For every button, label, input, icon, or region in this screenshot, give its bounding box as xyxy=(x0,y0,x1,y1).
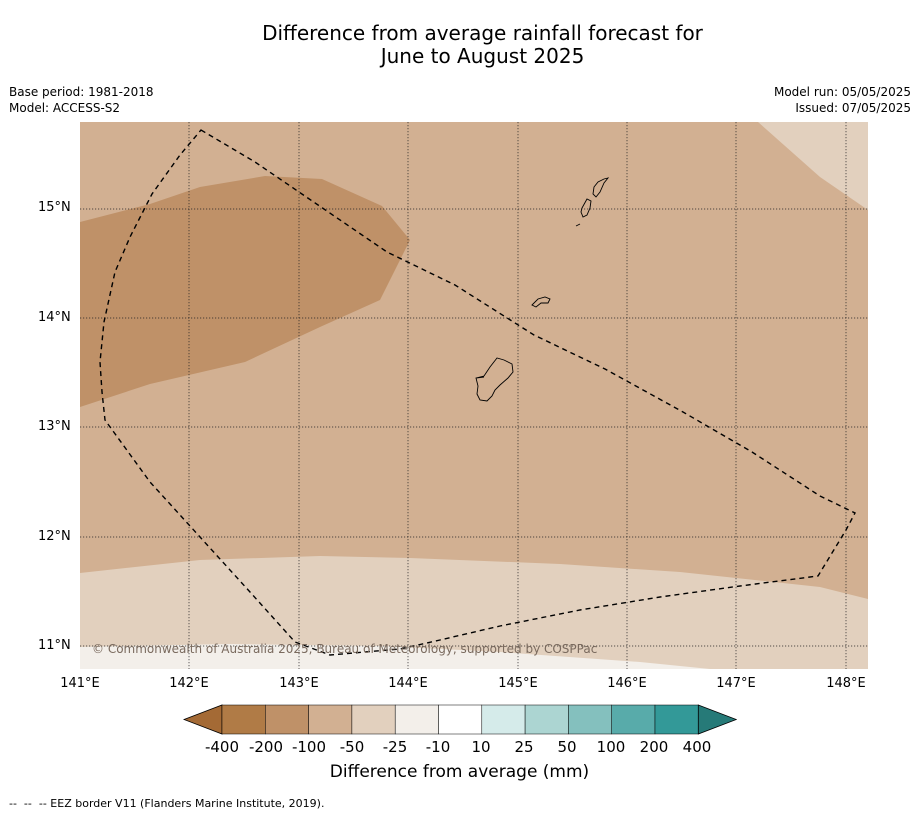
colorbar-label: -10 xyxy=(425,738,451,756)
lon-label-145: 145°E xyxy=(498,676,538,691)
colorbar-cell xyxy=(568,704,612,735)
base-period: Base period: 1981-2018 xyxy=(9,85,154,99)
colorbar-cell xyxy=(611,704,656,735)
colorbar-label: 200 xyxy=(639,738,669,756)
colorbar-cell xyxy=(221,704,266,735)
eez-border xyxy=(99,129,856,656)
model-run: Model run: 05/05/2025 xyxy=(773,85,911,99)
lat-label-13: 13°N xyxy=(38,419,71,434)
colorbar-label: -100 xyxy=(291,738,327,756)
lon-label-141: 141°E xyxy=(60,676,100,691)
colorbar-label: -400 xyxy=(204,738,240,756)
lon-label-143: 143°E xyxy=(279,676,319,691)
shade-region-n200-to-n100 xyxy=(80,176,410,407)
lat-label-15: 15°N xyxy=(38,200,71,215)
title-line-1: Difference from average rainfall forecas… xyxy=(262,21,703,45)
colorbar xyxy=(183,704,737,735)
island-rota xyxy=(531,296,551,308)
colorbar-label: 10 xyxy=(471,738,491,756)
copyright-text: © Commonwealth of Australia 2025, Bureau… xyxy=(92,642,597,656)
lon-label-148: 148°E xyxy=(826,676,866,691)
lon-label-144: 144°E xyxy=(388,676,428,691)
island-aguijan xyxy=(575,223,581,227)
island-guam xyxy=(475,357,514,402)
islands xyxy=(475,177,610,402)
colorbar-label: -25 xyxy=(382,738,408,756)
lon-label-147: 147°E xyxy=(716,676,756,691)
colorbar-label: 400 xyxy=(682,738,712,756)
lat-label-12: 12°N xyxy=(38,529,71,544)
colorbar-label: -50 xyxy=(339,738,365,756)
colorbar-title: Difference from average (mm) xyxy=(329,762,590,782)
colorbar-extend-low xyxy=(183,704,223,735)
shade-region-ne-corner xyxy=(758,122,868,210)
island-tinian xyxy=(580,198,592,218)
colorbar-cell xyxy=(394,704,439,735)
eez-footnote: -- -- -- EEZ border V11 (Flanders Marine… xyxy=(9,797,325,810)
shade-region-n50-to-n25 xyxy=(80,556,868,669)
gridlines xyxy=(80,122,868,669)
colorbar-cell xyxy=(438,704,483,735)
colorbar-label: 50 xyxy=(557,738,577,756)
colorbar-extend-high xyxy=(697,704,737,735)
title-line-2: June to August 2025 xyxy=(380,44,585,68)
lat-label-14: 14°N xyxy=(38,310,71,325)
colorbar-cell xyxy=(308,704,353,735)
colorbar-cell xyxy=(351,704,396,735)
island-saipan xyxy=(592,177,610,198)
rainfall-map: © Commonwealth of Australia 2025, Bureau… xyxy=(80,122,868,669)
meta-right: Model run: 05/05/2025 Issued: 07/05/2025 xyxy=(774,84,911,116)
colorbar-cell xyxy=(654,704,699,735)
chart-title: Difference from average rainfall forecas… xyxy=(0,22,919,68)
colorbar-label: -200 xyxy=(248,738,284,756)
meta-left: Base period: 1981-2018 Model: ACCESS-S2 xyxy=(9,84,154,116)
colorbar-label: 100 xyxy=(596,738,626,756)
colorbar-cell xyxy=(481,704,526,735)
lat-label-11: 11°N xyxy=(38,638,71,653)
colorbar-cell xyxy=(265,704,309,735)
lon-label-146: 146°E xyxy=(607,676,647,691)
colorbar-label: 25 xyxy=(514,738,534,756)
colorbar-cell xyxy=(524,704,569,735)
issued-date: Issued: 07/05/2025 xyxy=(795,101,911,115)
shade-region-n25-to-n10 xyxy=(80,644,710,669)
lon-label-142: 142°E xyxy=(169,676,209,691)
model-name: Model: ACCESS-S2 xyxy=(9,101,121,115)
